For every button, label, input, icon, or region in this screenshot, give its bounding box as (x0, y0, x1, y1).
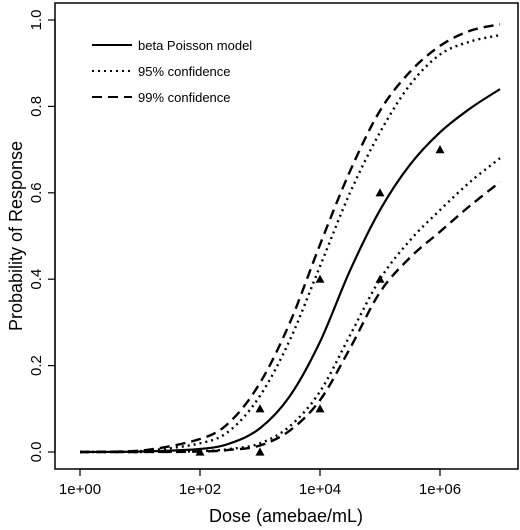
observation-point (315, 274, 325, 283)
y-tick-label: 1.0 (28, 10, 45, 31)
x-axis-title: Dose (amebae/mL) (209, 506, 363, 526)
x-tick-label: 1e+04 (299, 481, 341, 498)
y-axis-title: Probability of Response (6, 141, 26, 331)
series-line-1 (79, 88, 501, 454)
observation-point (375, 274, 385, 283)
observation-point (255, 447, 265, 456)
observation-point (255, 404, 265, 413)
y-tick-label: 0.8 (28, 96, 45, 117)
observation-point (375, 188, 385, 197)
y-tick-label: 0.4 (28, 269, 45, 290)
observation-point (315, 404, 325, 413)
observation-point (435, 145, 445, 154)
y-axis: 0.0 0.2 0.4 0.6 0.8 1.0 (28, 10, 56, 463)
y-tick-label: 0.6 (28, 182, 45, 203)
series-lines (79, 23, 501, 454)
x-tick-label: 1e+02 (179, 481, 221, 498)
series-line-5 (80, 181, 501, 454)
legend: beta Poisson model 95% confidence 99% conf… (92, 38, 252, 105)
y-tick-label: 0.2 (28, 355, 45, 376)
legend-label-1: beta Poisson model (138, 38, 252, 53)
observation-points (195, 145, 445, 456)
x-axis: 1e+00 1e+02 1e+04 1e+06 (59, 468, 461, 498)
series-line-4 (79, 23, 501, 454)
series-line-2 (79, 33, 501, 454)
legend-label-3: 99% confidence (138, 90, 231, 105)
y-tick-label: 0.0 (28, 442, 45, 463)
x-tick-label: 1e+06 (419, 481, 461, 498)
observation-point (195, 447, 205, 456)
x-tick-label: 1e+00 (59, 481, 101, 498)
legend-label-2: 95% confidence (138, 64, 231, 79)
series-line-3 (80, 157, 501, 454)
